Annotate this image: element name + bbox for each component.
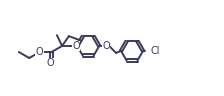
Text: O: O — [36, 47, 43, 57]
Text: O: O — [47, 58, 54, 68]
Text: O: O — [102, 41, 110, 51]
Text: O: O — [72, 41, 80, 51]
Text: Cl: Cl — [150, 46, 159, 56]
